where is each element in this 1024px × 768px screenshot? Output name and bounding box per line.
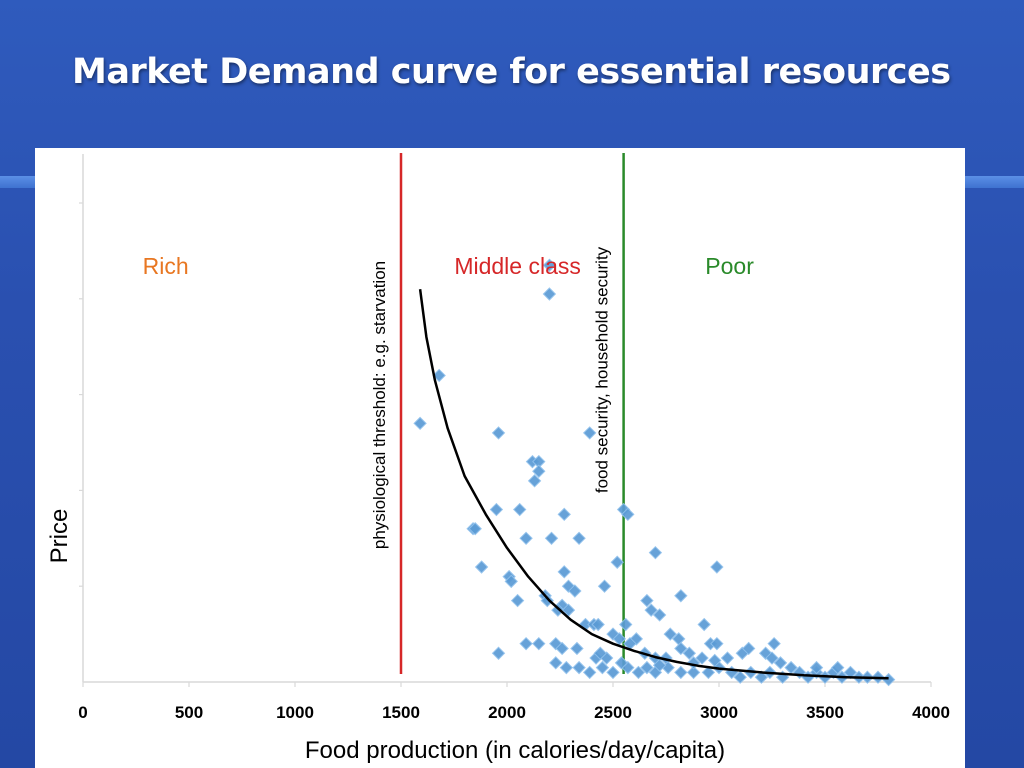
data-point [413, 416, 427, 431]
point-layer [413, 258, 896, 687]
data-point [568, 584, 582, 598]
data-point [519, 531, 533, 546]
data-point [754, 670, 769, 684]
data-point [682, 646, 697, 660]
data-point [555, 641, 569, 656]
x-axis-title: Food production (in calories/day/capita) [305, 737, 725, 764]
data-point [595, 660, 610, 675]
data-point [621, 507, 635, 522]
x-tick-label: 2500 [594, 703, 632, 722]
data-point [532, 636, 546, 651]
starvation-threshold-label: physiological threshold: e.g. starvation [370, 261, 389, 549]
data-point [572, 531, 586, 546]
data-point [767, 636, 781, 651]
data-point [663, 627, 677, 641]
data-point [474, 560, 489, 574]
data-point [733, 670, 747, 684]
label-layer: Rich Middle class Poor [143, 253, 755, 279]
data-point [532, 464, 546, 478]
data-point [468, 522, 482, 536]
data-point [674, 589, 688, 603]
data-point [542, 258, 557, 272]
x-tick-label: 4000 [912, 703, 950, 722]
x-tick-label: 1500 [382, 703, 420, 722]
data-point [652, 608, 667, 622]
data-point [582, 665, 597, 680]
chart-panel: 0 500 1000 1500 2000 2500 3000 3500 4000 Food pro… [35, 148, 965, 768]
data-point [831, 660, 845, 675]
data-point [701, 665, 716, 680]
middle-class-region-label: Middle class [454, 253, 581, 279]
data-point [652, 658, 667, 672]
data-point [489, 502, 504, 517]
x-tick-label: 500 [175, 703, 203, 722]
data-point [540, 593, 554, 608]
data-point [432, 368, 446, 383]
data-point [557, 507, 571, 522]
data-point [542, 287, 557, 301]
data-point [519, 636, 533, 651]
data-point [644, 603, 658, 617]
data-point [510, 593, 525, 608]
data-point [695, 651, 709, 665]
data-point [674, 641, 688, 656]
data-point [544, 531, 559, 546]
data-point [610, 555, 624, 569]
demand-trend-curve [418, 289, 889, 680]
data-point [619, 617, 633, 632]
data-point [710, 636, 724, 651]
curve-layer [418, 289, 889, 680]
data-point [593, 646, 607, 660]
data-point [527, 474, 542, 488]
data-point [591, 617, 605, 632]
data-point [504, 574, 518, 589]
data-point [549, 656, 563, 670]
data-point [614, 656, 629, 670]
poor-region-label: Poor [705, 253, 754, 279]
data-point [741, 641, 756, 656]
x-tick-label: 3500 [806, 703, 844, 722]
data-point [491, 646, 506, 660]
data-point [710, 560, 724, 574]
data-point [674, 665, 688, 680]
data-point [765, 651, 779, 665]
slide-title: Market Demand curve for essential resour… [72, 52, 951, 92]
axis-layer: 0 500 1000 1500 2000 2500 3000 3500 4000 Food pro… [46, 154, 950, 764]
x-tick-label: 3000 [700, 703, 738, 722]
data-point [881, 672, 896, 687]
x-tick-label: 1000 [276, 703, 314, 722]
data-point [720, 651, 735, 665]
data-point [686, 665, 701, 680]
data-point [559, 660, 574, 675]
data-point [606, 665, 620, 680]
data-point [697, 617, 711, 632]
data-point [513, 502, 527, 517]
demand-chart: 0 500 1000 1500 2000 2500 3000 3500 4000 Food pro… [46, 153, 950, 764]
data-point [557, 565, 571, 579]
data-point [582, 426, 597, 440]
y-axis-title: Price [46, 509, 73, 564]
data-point [570, 641, 584, 656]
data-point [631, 665, 646, 680]
rich-region-label: Rich [143, 253, 189, 279]
security-threshold-label: food security, household security [593, 246, 612, 493]
x-tick-label: 0 [78, 703, 87, 722]
data-point [773, 656, 788, 670]
x-tick-label: 2000 [488, 703, 526, 722]
data-point [648, 545, 663, 560]
data-point [708, 653, 722, 668]
data-point [572, 660, 586, 675]
data-point [640, 660, 654, 675]
data-point [809, 660, 824, 675]
threshold-layer: physiological threshold: e.g. starvation… [370, 153, 625, 674]
data-point [597, 579, 612, 593]
data-point [491, 426, 506, 440]
data-point [640, 593, 654, 608]
